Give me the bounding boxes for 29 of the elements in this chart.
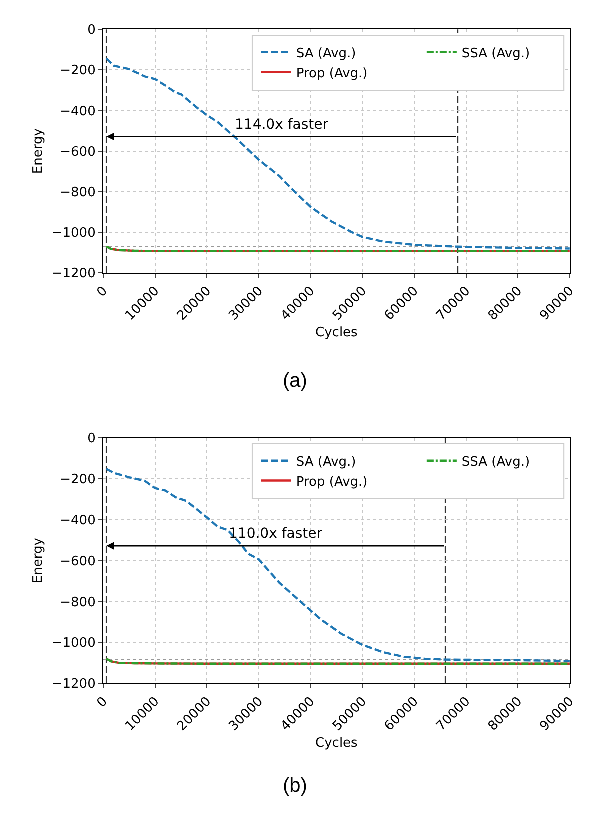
x-axis-title: Cycles [316, 325, 358, 340]
legend-label: Prop (Avg.) [296, 474, 368, 490]
y-tick-label: −800 [60, 185, 96, 200]
y-tick-label: −1200 [52, 677, 96, 692]
y-tick-label: −400 [60, 104, 96, 120]
legend-label: SSA (Avg.) [462, 46, 530, 62]
y-tick-label: −200 [60, 64, 96, 79]
y-tick-label: −800 [60, 595, 96, 610]
annotation: 110.0x faster [229, 526, 323, 542]
text: (b) [283, 775, 308, 797]
y-axis-title: Energy [30, 128, 46, 174]
y-tick-label: −200 [60, 472, 96, 488]
y-tick-label: −1000 [52, 226, 96, 242]
legend-label: SSA (Avg.) [462, 454, 530, 470]
annotation: 114.0x faster [235, 117, 329, 133]
line-series [105, 468, 570, 662]
y-axis-title: Energy [30, 538, 46, 584]
y-tick-label: 0 [88, 432, 96, 447]
text: (a) [283, 370, 308, 392]
y-tick-label: −600 [60, 554, 96, 570]
y-tick-label: −1000 [52, 636, 96, 652]
y-tick-label: −400 [60, 513, 96, 528]
legend-label: SA (Avg.) [296, 454, 356, 470]
y-tick-label: −600 [60, 144, 96, 160]
legend-label: Prop (Avg.) [296, 66, 368, 82]
y-tick-label: −1200 [52, 266, 96, 282]
legend-label: SA (Avg.) [296, 46, 356, 62]
x-axis-title: Cycles [316, 736, 358, 751]
y-tick-label: 0 [88, 23, 96, 38]
